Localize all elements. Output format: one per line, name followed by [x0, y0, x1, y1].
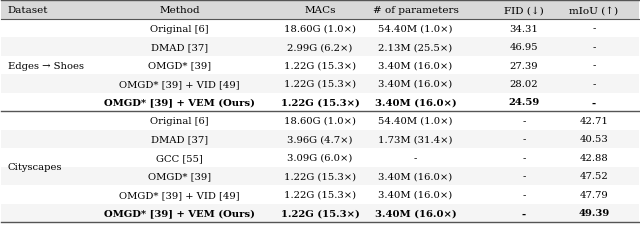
Text: -: - [522, 117, 525, 125]
Text: 1.22G (15.3×): 1.22G (15.3×) [280, 98, 360, 107]
Text: Edges → Shoes: Edges → Shoes [8, 61, 84, 70]
Text: 3.40M (16.0×): 3.40M (16.0×) [378, 61, 452, 70]
Text: 1.22G (15.3×): 1.22G (15.3×) [284, 61, 356, 70]
Text: 1.73M (31.4×): 1.73M (31.4×) [378, 135, 453, 144]
Text: 18.60G (1.0×): 18.60G (1.0×) [284, 25, 356, 33]
Text: 28.02: 28.02 [509, 80, 538, 89]
Text: 42.88: 42.88 [580, 153, 609, 162]
Text: 47.79: 47.79 [580, 190, 609, 199]
Text: 3.40M (16.0×): 3.40M (16.0×) [378, 80, 452, 89]
FancyBboxPatch shape [1, 20, 639, 38]
FancyBboxPatch shape [1, 204, 639, 222]
Text: 54.40M (1.0×): 54.40M (1.0×) [378, 117, 453, 125]
Text: 54.40M (1.0×): 54.40M (1.0×) [378, 25, 453, 33]
Text: 3.40M (16.0×): 3.40M (16.0×) [374, 208, 456, 217]
FancyBboxPatch shape [1, 167, 639, 185]
Text: OMGD* [39]: OMGD* [39] [148, 61, 211, 70]
Text: mIoU (↑): mIoU (↑) [570, 6, 619, 15]
FancyBboxPatch shape [1, 38, 639, 57]
Text: 1.22G (15.3×): 1.22G (15.3×) [280, 208, 360, 217]
Text: -: - [592, 25, 596, 33]
Text: 1.22G (15.3×): 1.22G (15.3×) [284, 190, 356, 199]
FancyBboxPatch shape [1, 149, 639, 167]
Text: 46.95: 46.95 [509, 43, 538, 52]
Text: 49.39: 49.39 [579, 208, 610, 217]
Text: 18.60G (1.0×): 18.60G (1.0×) [284, 117, 356, 125]
Text: DMAD [37]: DMAD [37] [151, 135, 209, 144]
Text: GCC [55]: GCC [55] [156, 153, 204, 162]
Text: 27.39: 27.39 [509, 61, 538, 70]
Text: 3.40M (16.0×): 3.40M (16.0×) [378, 190, 452, 199]
Text: 2.99G (6.2×): 2.99G (6.2×) [287, 43, 353, 52]
Text: # of parameters: # of parameters [372, 6, 458, 15]
Text: OMGD* [39] + VID [49]: OMGD* [39] + VID [49] [120, 190, 240, 199]
Text: 2.13M (25.5×): 2.13M (25.5×) [378, 43, 452, 52]
Text: 1.22G (15.3×): 1.22G (15.3×) [284, 80, 356, 89]
FancyBboxPatch shape [1, 1, 639, 20]
FancyBboxPatch shape [1, 112, 639, 130]
Text: 24.59: 24.59 [508, 98, 540, 107]
Text: -: - [592, 43, 596, 52]
Text: 3.96G (4.7×): 3.96G (4.7×) [287, 135, 353, 144]
Text: Original [6]: Original [6] [150, 117, 209, 125]
Text: MACs: MACs [304, 6, 336, 15]
Text: -: - [592, 61, 596, 70]
Text: 3.09G (6.0×): 3.09G (6.0×) [287, 153, 353, 162]
FancyBboxPatch shape [1, 57, 639, 75]
Text: 3.40M (16.0×): 3.40M (16.0×) [378, 172, 452, 181]
Text: -: - [522, 153, 525, 162]
Text: Method: Method [159, 6, 200, 15]
Text: -: - [522, 135, 525, 144]
Text: DMAD [37]: DMAD [37] [151, 43, 209, 52]
Text: OMGD* [39] + VEM (Ours): OMGD* [39] + VEM (Ours) [104, 98, 255, 107]
FancyBboxPatch shape [1, 185, 639, 204]
Text: 47.52: 47.52 [580, 172, 609, 181]
Text: OMGD* [39] + VEM (Ours): OMGD* [39] + VEM (Ours) [104, 208, 255, 217]
Text: -: - [414, 153, 417, 162]
Text: -: - [592, 80, 596, 89]
FancyBboxPatch shape [1, 75, 639, 93]
Text: 34.31: 34.31 [509, 25, 538, 33]
FancyBboxPatch shape [1, 93, 639, 112]
Text: -: - [592, 98, 596, 107]
Text: Original [6]: Original [6] [150, 25, 209, 33]
Text: -: - [522, 190, 525, 199]
Text: 3.40M (16.0×): 3.40M (16.0×) [374, 98, 456, 107]
Text: FID (↓): FID (↓) [504, 6, 544, 15]
Text: Cityscapes: Cityscapes [8, 162, 62, 171]
Text: 1.22G (15.3×): 1.22G (15.3×) [284, 172, 356, 181]
Text: 40.53: 40.53 [580, 135, 609, 144]
Text: OMGD* [39] + VID [49]: OMGD* [39] + VID [49] [120, 80, 240, 89]
Text: -: - [522, 172, 525, 181]
Text: OMGD* [39]: OMGD* [39] [148, 172, 211, 181]
FancyBboxPatch shape [1, 130, 639, 149]
Text: Dataset: Dataset [8, 6, 48, 15]
Text: -: - [522, 208, 526, 217]
Text: 42.71: 42.71 [580, 117, 609, 125]
